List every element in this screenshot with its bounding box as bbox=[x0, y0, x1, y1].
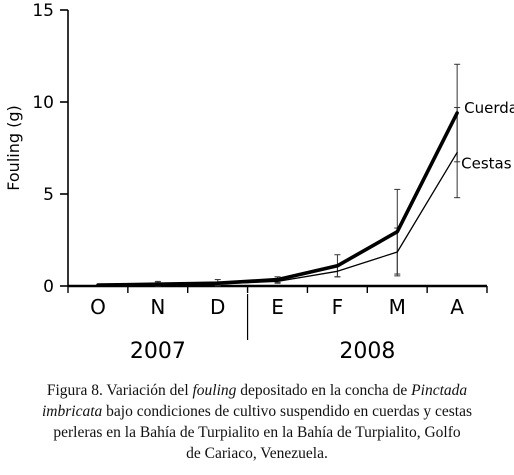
axes bbox=[67, 10, 487, 288]
x-tick-label: A bbox=[450, 295, 464, 319]
caption-line: perleras en la Bahía de Turpialito en la… bbox=[8, 422, 506, 443]
series-line-cuerdas bbox=[96, 111, 459, 287]
x-tick-label: D bbox=[210, 295, 225, 319]
caption-line: imbricata bajo condiciones de cultivo su… bbox=[8, 401, 506, 422]
year-labels: 2007 2008 bbox=[130, 294, 395, 364]
y-axis-ticks: 0 5 10 15 bbox=[32, 1, 68, 297]
series-label-cestas: Cestas bbox=[461, 155, 512, 173]
caption-italic-text: Pinctada bbox=[411, 382, 468, 399]
year-label: 2008 bbox=[339, 339, 395, 364]
caption-italic-text: imbricata bbox=[41, 403, 103, 420]
y-axis-label: Fouling (g) bbox=[4, 105, 23, 190]
error-bars bbox=[154, 63, 461, 287]
y-tick-label: 10 bbox=[32, 93, 54, 113]
caption-text: bajo condiciones de cultivo suspendido e… bbox=[102, 403, 473, 420]
series-labels: Cuerdas Cestas bbox=[461, 99, 514, 173]
series-line-cestas bbox=[97, 151, 458, 286]
x-tick-label: E bbox=[271, 295, 284, 319]
caption-text: perleras en la Bahía de Turpialito en la… bbox=[53, 424, 461, 441]
caption-line: Figura 8. Variación del fouling deposita… bbox=[8, 380, 506, 401]
y-tick-label: 0 bbox=[43, 277, 54, 297]
y-tick-label: 5 bbox=[43, 185, 54, 205]
series-label-cuerdas: Cuerdas bbox=[464, 99, 514, 117]
x-tick-label: O bbox=[90, 295, 106, 319]
caption-text: Figura 8. Variación del bbox=[46, 382, 193, 399]
series-lines bbox=[96, 111, 459, 287]
x-tick-label: F bbox=[332, 295, 344, 319]
x-tick-label: N bbox=[150, 295, 165, 319]
year-label: 2007 bbox=[130, 339, 186, 364]
fouling-line-chart: 0 5 10 15 O N D E F M A 2007 2008 Cuerdas Cestas Fo… bbox=[4, 1, 514, 364]
y-tick-label: 15 bbox=[32, 1, 54, 21]
caption-text: depositado en la concha de bbox=[236, 382, 412, 399]
figure-caption: Figura 8. Variación del fouling deposita… bbox=[8, 380, 506, 464]
caption-line: de Cariaco, Venezuela. bbox=[8, 443, 506, 464]
caption-text: de Cariaco, Venezuela. bbox=[186, 445, 328, 462]
caption-italic-text: fouling bbox=[192, 382, 237, 399]
x-tick-label: M bbox=[389, 295, 406, 319]
